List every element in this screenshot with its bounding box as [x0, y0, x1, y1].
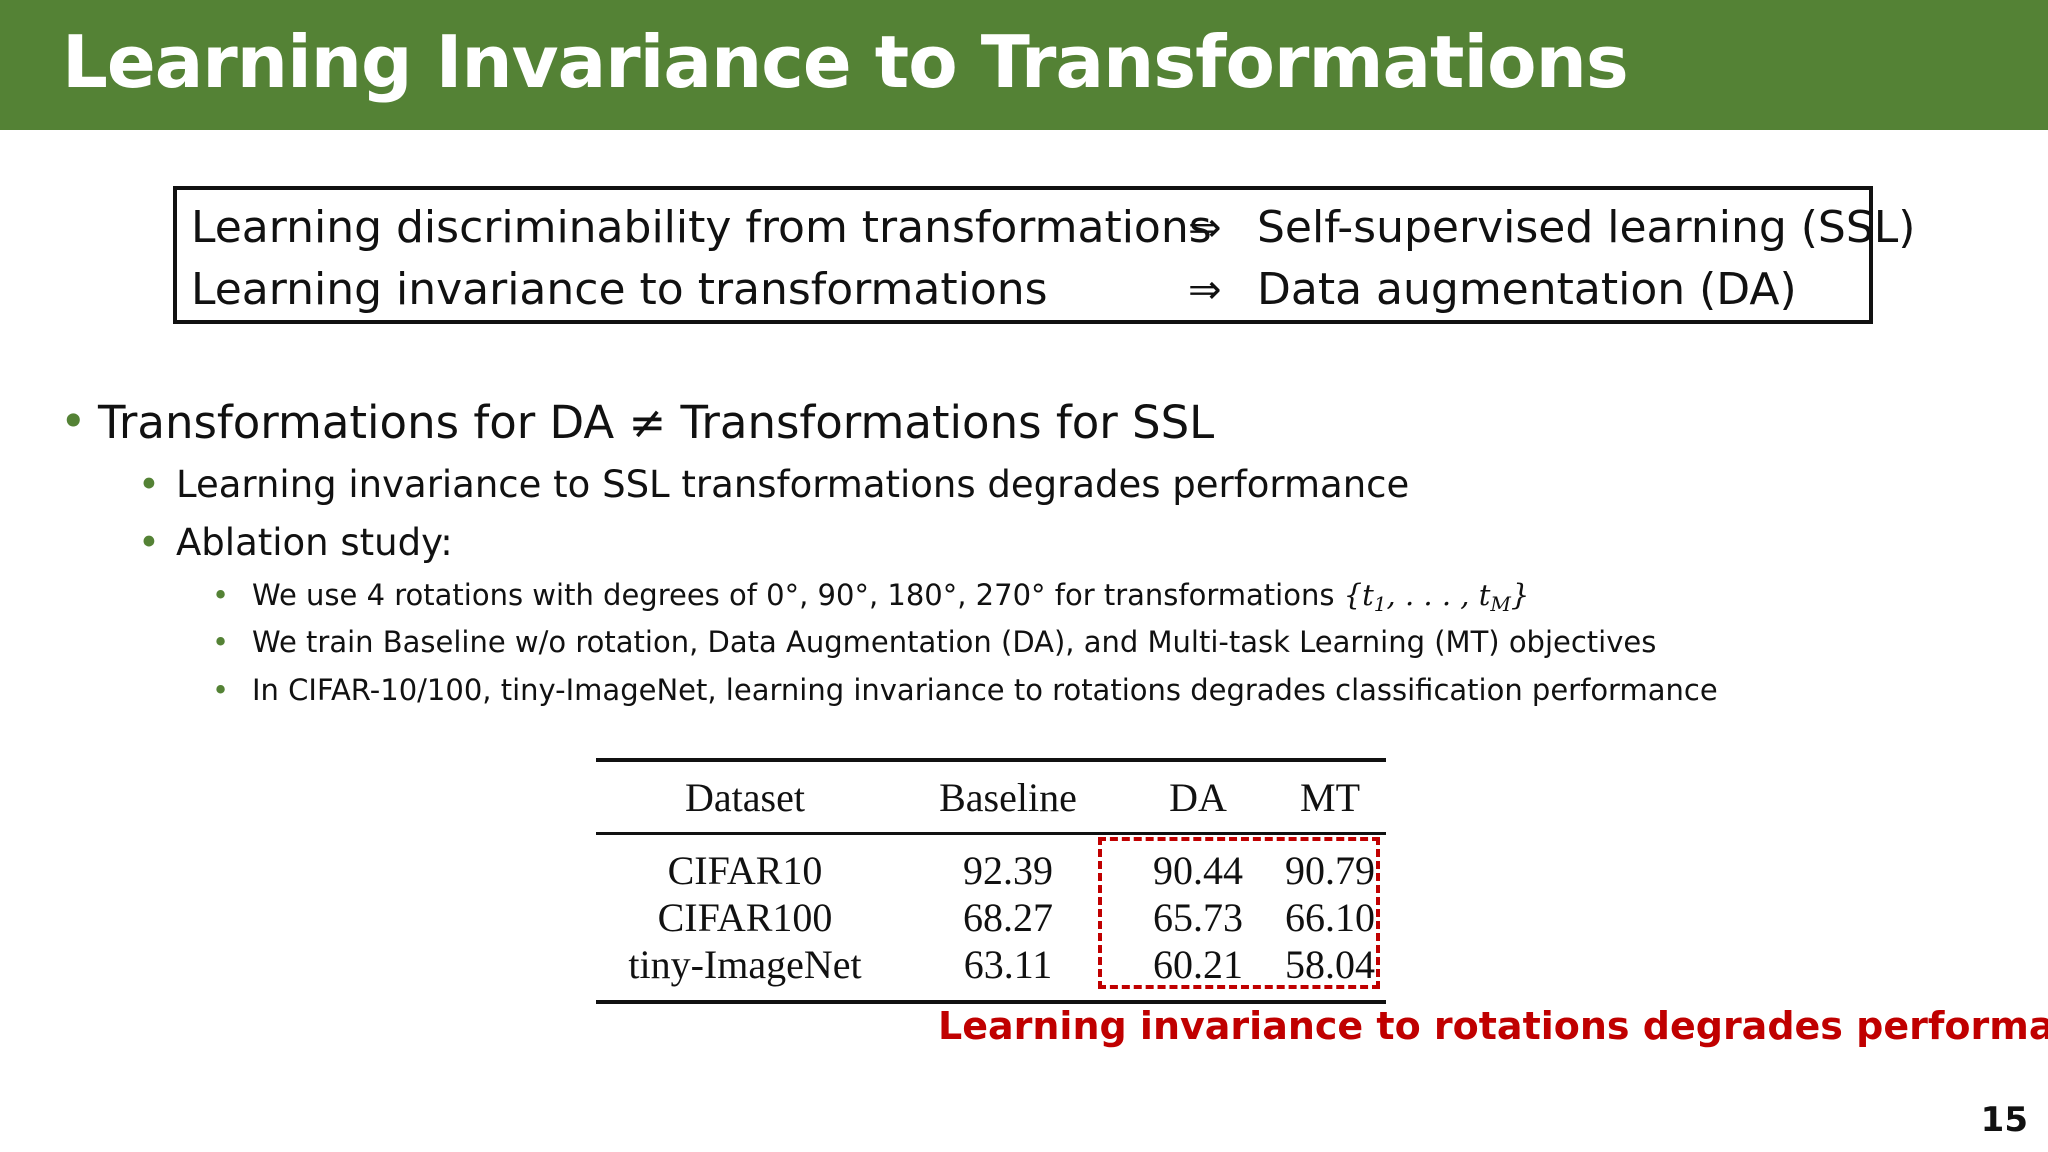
definition-lhs: Learning discriminability from transform… [191, 202, 1212, 253]
math-subscript: M [1490, 592, 1511, 616]
table-cell: 90.79 [1285, 848, 1375, 893]
math-part: {t [1343, 578, 1374, 612]
results-table: Dataset Baseline DA MT CIFAR10 92.39 90.… [596, 758, 1386, 1004]
table-cell: 63.11 [894, 941, 1122, 1004]
table-header-cell: MT [1274, 758, 1386, 835]
bullet-dot-icon: • [138, 521, 160, 564]
table-header-cell: Dataset [596, 758, 894, 835]
table-row: tiny-ImageNet 63.11 60.21 58.04 [596, 941, 1386, 1004]
implies-arrow-icon: ⇒ [1188, 267, 1222, 313]
bullet-sub: Ablation study: [176, 521, 453, 564]
slide-title: Learning Invariance to Transformations [62, 20, 1629, 104]
page-number: 15 [1980, 1100, 2028, 1140]
title-bar: Learning Invariance to Transformations [0, 0, 2048, 130]
table-cell: CIFAR100 [657, 895, 833, 940]
table-header-row: Dataset Baseline DA MT [596, 758, 1386, 835]
table-cell: tiny-ImageNet [596, 941, 894, 1004]
bullet-dot-icon: • [212, 625, 230, 659]
conclusion-note: Learning invariance to rotations degrade… [938, 1004, 2048, 1048]
table-row: CIFAR100 68.27 65.73 66.10 [596, 894, 1386, 941]
bullet-subsub: We train Baseline w/o rotation, Data Aug… [252, 625, 1657, 659]
definition-rhs: Self-supervised learning (SSL) [1257, 202, 1916, 253]
bullet-subsub: In CIFAR-10/100, tiny-ImageNet, learning… [252, 673, 1718, 707]
bullet-sub: Learning invariance to SSL transformatio… [176, 463, 1410, 506]
table-header-cell: DA [1122, 758, 1274, 835]
math-part: , . . . , t [1386, 578, 1491, 612]
definition-lhs: Learning invariance to transformations [191, 264, 1048, 315]
table-cell: 60.21 [1122, 941, 1274, 1004]
math-part: } [1510, 578, 1530, 612]
definition-box: Learning discriminability from transform… [173, 186, 1915, 324]
table-cell: 58.04 [1274, 941, 1386, 1004]
table-cell: 90.44 [1153, 848, 1243, 893]
table-cell: 92.39 [963, 848, 1053, 893]
table-header-cell: Baseline [894, 758, 1122, 835]
bullet-text: We use 4 rotations with degrees of 0°, 9… [252, 578, 1335, 612]
table-cell: CIFAR10 [667, 848, 823, 893]
table-cell: 68.27 [963, 895, 1053, 940]
table-row: CIFAR10 92.39 90.44 90.79 [596, 834, 1386, 895]
bullet-main: Transformations for DA ≠ Transformations… [98, 396, 1215, 449]
table-cell: 66.10 [1285, 895, 1375, 940]
bullet-dot-icon: • [60, 395, 87, 448]
math-subscript: 1 [1373, 592, 1387, 616]
bullet-subsub: We use 4 rotations with degrees of 0°, 9… [252, 575, 1529, 624]
definition-rhs: Data augmentation (DA) [1257, 264, 1797, 315]
bullet-dot-icon: • [138, 463, 160, 506]
implies-arrow-icon: ⇒ [1188, 205, 1222, 251]
table-cell: 65.73 [1153, 895, 1243, 940]
math-transform-set: {t1, . . . , tM} [1343, 578, 1530, 616]
bullet-dot-icon: • [212, 673, 230, 707]
highlight-box [1098, 837, 1380, 989]
bullet-dot-icon: • [212, 578, 230, 612]
